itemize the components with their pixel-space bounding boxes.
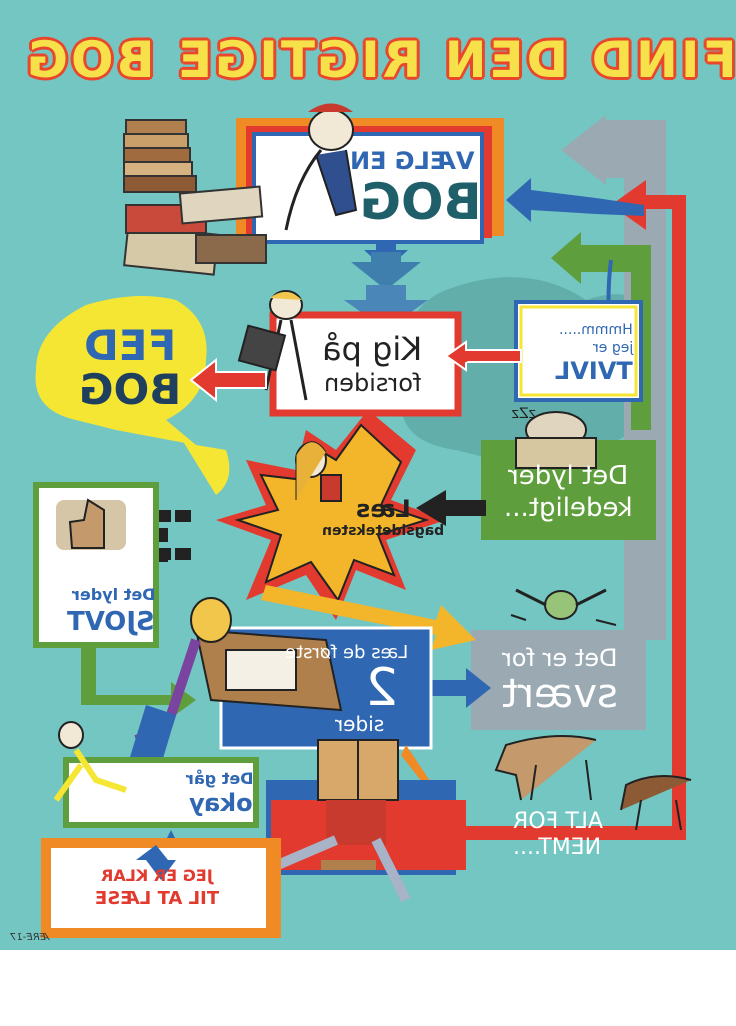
worried-kid (510, 588, 617, 626)
thumbs-up (56, 498, 126, 550)
artist-signature: ÆRE-17 (10, 932, 50, 943)
too-easy-label: ALT FOR NEMT.... (512, 809, 603, 860)
choose-book-label: VÆLG EN BOG (350, 147, 482, 231)
read-back-label: Læs bagsideteksten (321, 494, 445, 539)
svg-text:zZz: zZz (512, 406, 536, 422)
blue-arrow-head (506, 178, 531, 222)
horses (494, 735, 692, 831)
look-cover-label: Kig på forsiden (322, 330, 423, 397)
read-two-label: Læs de første 2 sider (285, 642, 409, 736)
arrow-to-boring (416, 490, 486, 526)
arrow-cool-to-read-two (81, 645, 196, 718)
too-hard-box (471, 630, 646, 730)
choose-book-box (252, 132, 484, 244)
sounds-cool-label: Det lyder SJOVT (67, 585, 155, 637)
flowchart-artwork: zZz (33, 103, 692, 938)
going-ok-box (63, 757, 259, 828)
sounds-boring-label: Det lyder kedeligt... (504, 461, 633, 523)
book-pile (123, 119, 267, 276)
arrow-cover-to-fat-book (189, 357, 267, 403)
reading-kid-cover (237, 290, 308, 401)
reading-table (134, 597, 343, 745)
ready-label: JEG ER KLAR TIL AT LÆSE (94, 866, 220, 909)
reader-in-chair (232, 739, 411, 904)
doubt-box (514, 300, 643, 402)
arrow-cover-to-doubt (444, 340, 522, 372)
reading-girl (295, 441, 342, 502)
arrow-read-two-to-too-hard (418, 668, 491, 708)
poster-title: FIND DEN RIGTIGE BOG (23, 31, 736, 89)
fat-book-label: FED BOG (78, 321, 182, 414)
blue-feedback-arrow (531, 190, 644, 216)
doubt-label: Hmmm..... jeg er TVIVL (555, 322, 633, 385)
too-hard-label: Det er for svært (502, 644, 618, 717)
thinking-boy (284, 103, 358, 231)
fat-book-bubble (35, 296, 207, 445)
arrow-down-medium (351, 252, 421, 290)
running-kid (53, 721, 127, 802)
arrow-read-back-to-too-hard (261, 585, 476, 650)
sleeping-kid: zZz (512, 406, 597, 469)
poster: zZz (0, 0, 736, 950)
going-ok-label: Det går okay (185, 769, 254, 817)
arrow-down-large (344, 285, 428, 330)
